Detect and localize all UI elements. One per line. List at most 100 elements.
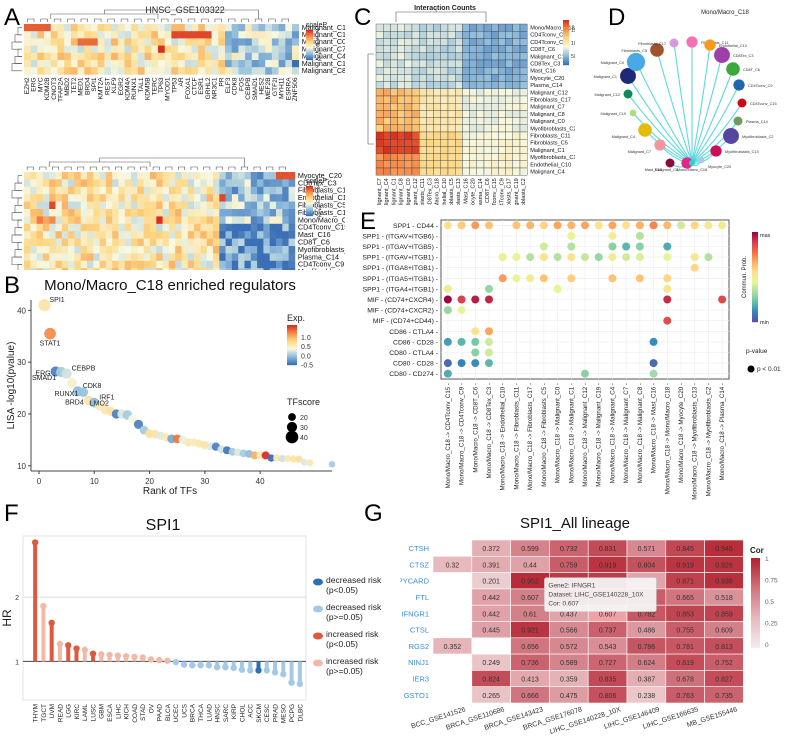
- heatmap-cell: [244, 209, 252, 217]
- heatmap-cell: [37, 45, 45, 54]
- heatmap-cell: [512, 23, 521, 32]
- heatmap-cell: [105, 253, 113, 262]
- heatmap-cell: [24, 179, 31, 188]
- legend-gradient: [752, 283, 758, 285]
- heatmap-cell: [187, 172, 195, 180]
- dot: [690, 221, 699, 230]
- heatmap-cell: [383, 103, 391, 111]
- heatmap-cell: [150, 253, 157, 262]
- dendrogram-branch: [17, 27, 22, 36]
- data-point: [300, 458, 308, 466]
- heatmap-cell: [68, 238, 75, 247]
- heatmap-cell: [175, 238, 182, 247]
- heatmap-cell: [30, 268, 37, 270]
- row-label: Malignant_C8: [530, 112, 565, 118]
- heatmap-cell: [74, 223, 81, 232]
- heatmap-cell: [87, 194, 94, 202]
- lollipop-head: [189, 662, 196, 669]
- heatmap-cell: [419, 146, 427, 154]
- legend-gradient: [563, 24, 569, 26]
- heatmap-cell: [231, 253, 239, 262]
- heatmap-cell: [447, 74, 456, 82]
- legend-gradient: [563, 23, 569, 25]
- column-label: Mono/Macro_C18 -> Myocyte_C20 -: [678, 383, 685, 483]
- heatmap-cell: [498, 103, 506, 111]
- heatmap-cell: [476, 74, 485, 82]
- heatmap-cell: [30, 194, 37, 202]
- row-label: CTSL: [410, 626, 429, 635]
- heatmap-cell: [68, 172, 75, 180]
- heatmap-cell: [231, 238, 239, 247]
- heatmap-cell: [519, 124, 528, 133]
- dendrogram-branch: [50, 9, 259, 19]
- panel-label-b: B: [4, 272, 21, 299]
- heatmap-cell: [74, 260, 81, 269]
- heatmap-cell: [164, 31, 172, 39]
- column-label: Mono/Macro_C18 -> Malignant_C0 -: [555, 383, 562, 483]
- heatmap-cell: [231, 223, 239, 232]
- heatmap-cell: [143, 172, 151, 180]
- legend-gradient: [563, 52, 569, 54]
- heatmap-cell: [112, 216, 119, 225]
- node-label: Fibroblasts_C5: [621, 49, 647, 53]
- heatmap-cell: [124, 246, 132, 254]
- heatmap-cell: [397, 153, 405, 161]
- heatmap-cell: [144, 31, 152, 39]
- heatmap-cell: [162, 238, 170, 247]
- dendrogram-branch: [94, 18, 102, 22]
- column-label: ESRRA: [285, 77, 292, 100]
- legend-tick: 0.0: [301, 353, 311, 360]
- lollipop-head: [40, 602, 47, 610]
- heatmap-cell: [213, 194, 220, 202]
- point-label: STAT1: [40, 341, 61, 348]
- heatmap-cell: [158, 67, 165, 75]
- heatmap-cell: [99, 246, 107, 254]
- heatmap-cell: [225, 31, 232, 39]
- legend-gradient: [752, 291, 758, 293]
- heatmap-cell: [124, 209, 132, 217]
- row-label: Fibroblasts_C17: [298, 186, 345, 195]
- heatmap-cell: [244, 238, 252, 247]
- heatmap-cell: [238, 186, 245, 195]
- column-label: Myocyte_C20: [471, 178, 477, 205]
- heatmap-cell: [80, 253, 88, 262]
- legend-gradient: [306, 188, 313, 190]
- cell-value: 0.566: [560, 628, 578, 635]
- legend-gradient: [563, 35, 569, 37]
- heatmap-cell: [70, 24, 78, 32]
- heatmap-cell: [171, 60, 179, 68]
- y-axis-label: HR: [0, 609, 14, 627]
- heatmap-cell: [491, 23, 499, 32]
- legend-gradient: [751, 615, 760, 617]
- heatmap-cell: [68, 194, 75, 202]
- heatmap-cell: [30, 24, 38, 32]
- heatmap-cell: [411, 146, 420, 154]
- legend-min-label: min: [760, 320, 769, 326]
- heatmap-cell: [158, 31, 165, 39]
- legend-gradient: [752, 293, 758, 295]
- heatmap-cell: [143, 231, 151, 239]
- heatmap-cell: [151, 24, 159, 32]
- point-label: RUNX1: [54, 391, 78, 398]
- heatmap-cell: [68, 209, 75, 217]
- lollipop-head: [263, 667, 270, 674]
- heatmap-cell: [512, 146, 521, 154]
- legend-gradient: [287, 351, 297, 353]
- heatmap-cell: [219, 201, 226, 210]
- heatmap-cell: [426, 38, 434, 46]
- heatmap-cell: [168, 216, 176, 225]
- heatmap-cell: [483, 167, 492, 176]
- heatmap-cell: [42, 216, 50, 225]
- legend-gradient: [287, 344, 297, 346]
- heatmap-cell: [91, 31, 98, 39]
- cell-value: 0.732: [560, 546, 578, 553]
- cell-value: 0.824: [482, 676, 500, 683]
- heatmap-cell: [64, 60, 72, 68]
- legend-gradient: [751, 599, 760, 601]
- x-tick-label: SARC: [223, 704, 230, 722]
- heatmap-cell: [257, 260, 264, 269]
- heatmap-cell: [257, 253, 264, 262]
- heatmap-cell: [150, 260, 157, 269]
- heatmap-cell: [99, 194, 107, 202]
- column-label: KDM2B: [44, 77, 51, 100]
